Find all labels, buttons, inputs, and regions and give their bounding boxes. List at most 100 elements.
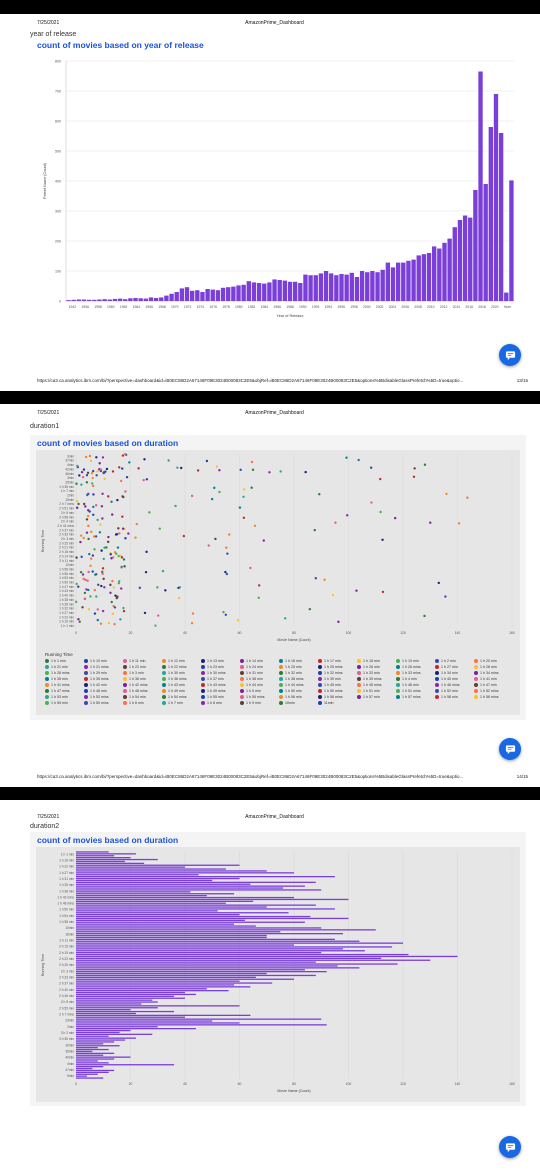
legend-item[interactable]: 1 h 42 mins	[123, 683, 160, 687]
legend-item[interactable]: 1 h 25 min	[279, 665, 316, 669]
legend-item[interactable]: 1 h 56 min	[279, 695, 316, 699]
legend-item[interactable]: 1 h 26 min	[357, 665, 394, 669]
legend-item[interactable]: 1 h 41 mins	[45, 683, 82, 687]
legend-item[interactable]: 1 h 39 mins	[357, 677, 394, 681]
legend-item[interactable]: 1 h 36 mins	[162, 677, 199, 681]
legend-item[interactable]: 1 h 38 mins	[279, 677, 316, 681]
legend-item[interactable]: 1 h 17 min	[318, 659, 355, 663]
legend-item[interactable]: 1 h 46 mins	[435, 683, 472, 687]
legend-item[interactable]: 1 h 28 min	[474, 665, 511, 669]
legend-item[interactable]: 1 h 49 min	[162, 689, 199, 693]
legend-item[interactable]: 1 h 41 min	[474, 677, 511, 681]
legend-item[interactable]: 1 h 52 min	[435, 689, 472, 693]
legend-item[interactable]: 1 h 58 mins	[474, 695, 511, 699]
legend-item[interactable]: 1 h 30 mins	[201, 671, 238, 675]
legend-item[interactable]: 1 h 54 min	[123, 695, 160, 699]
legend-item[interactable]: 1 h 27 min	[435, 665, 472, 669]
chat-button[interactable]	[499, 344, 521, 366]
legend-item[interactable]: 1 h 50 min	[279, 689, 316, 693]
legend-swatch	[45, 671, 49, 675]
legend-item[interactable]: 1 h 26 mins	[396, 665, 433, 669]
legend-item[interactable]: 10min	[279, 701, 316, 705]
legend-item[interactable]: 1 h 44 mins	[279, 683, 316, 687]
legend-item[interactable]: 1 h 48 mins	[123, 689, 160, 693]
chat-button[interactable]	[499, 1136, 521, 1158]
legend-item[interactable]: 1 h 38 min	[240, 677, 277, 681]
legend-item[interactable]: 1 h 45 min	[318, 683, 355, 687]
legend-item[interactable]: 1 h 1 min	[45, 659, 82, 663]
legend-item[interactable]: 1 h 30 min	[162, 671, 199, 675]
legend-item[interactable]: 1 h 55 min	[201, 695, 238, 699]
legend-item[interactable]: 1 h 21 min	[45, 665, 82, 669]
legend-item[interactable]: 1 h 13 min	[201, 659, 238, 663]
legend-item[interactable]: 1 h 50 mins	[318, 689, 355, 693]
legend-item[interactable]: 1 h 6 min	[123, 701, 160, 705]
legend-item[interactable]: 1 h 47 min	[474, 683, 511, 687]
legend-item[interactable]: 1 h 19 min	[396, 659, 433, 663]
legend-item[interactable]: 1 h 12 min	[162, 659, 199, 663]
legend-item[interactable]: 1 h 56 mins	[318, 695, 355, 699]
legend-item[interactable]: 1 h 43 mins	[201, 683, 238, 687]
legend-item[interactable]: 1 h 32 min	[279, 671, 316, 675]
legend-item[interactable]: 1 h 45 mins	[357, 683, 394, 687]
legend-item[interactable]: 1 h 3 min	[123, 671, 160, 675]
legend-item[interactable]: 1 h 28 mins	[45, 671, 82, 675]
legend-item[interactable]: 1 h 58 min	[435, 695, 472, 699]
bar	[391, 267, 395, 301]
legend-item[interactable]: 1 h 35 mins	[84, 677, 121, 681]
legend-item[interactable]: 1 h 8 min	[201, 701, 238, 705]
legend-item[interactable]: 1 h 24 min	[240, 665, 277, 669]
legend-item[interactable]: 1 h 4 min	[396, 677, 433, 681]
legend-item[interactable]: 1 h 18 min	[357, 659, 394, 663]
legend-item[interactable]: 1 h 22 min	[123, 665, 160, 669]
legend-item[interactable]: 1 h 9 min	[240, 701, 277, 705]
legend-item[interactable]: 1 h 22 mins	[162, 665, 199, 669]
legend-item[interactable]: 1 h 49 mins	[201, 689, 238, 693]
legend-item[interactable]: 1 h 23 min	[201, 665, 238, 669]
legend-item[interactable]: 1 h 31 min	[240, 671, 277, 675]
legend-item[interactable]: 1 h 33 min	[357, 671, 394, 675]
legend-item[interactable]: 1 h 7 min	[162, 701, 199, 705]
legend-item[interactable]: 1 h 44 min	[240, 683, 277, 687]
legend-item[interactable]: 1 h 39 min	[318, 677, 355, 681]
legend-item[interactable]: 1 h 59 mins	[84, 701, 121, 705]
legend-item[interactable]: 1 h 32 mins	[318, 671, 355, 675]
legend-item[interactable]: 1 h 51 min	[357, 689, 394, 693]
legend-item[interactable]: 1 h 53 min	[45, 695, 82, 699]
legend-item[interactable]: 1 h 34 min	[435, 671, 472, 675]
legend-item[interactable]: 1 h 20 min	[474, 659, 511, 663]
legend-item[interactable]: 1 h 55 mins	[240, 695, 277, 699]
legend-item[interactable]: 1 h 16 min	[279, 659, 316, 663]
legend-item[interactable]: 1 h 59 min	[45, 701, 82, 705]
legend-item[interactable]: 1 h 37 min	[201, 677, 238, 681]
legend-item[interactable]: 1 h 51 mins	[396, 689, 433, 693]
chat-button[interactable]	[499, 738, 521, 760]
legend-item[interactable]: 1 h 10 min	[84, 659, 121, 663]
legend-item[interactable]: 1 h 53 mins	[84, 695, 121, 699]
legend-item[interactable]: 1 h 5 min	[240, 689, 277, 693]
footer-url[interactable]: https://ca3.ca.analytics.ibm.com/bi/?per…	[37, 378, 463, 383]
legend-item[interactable]: 1 h 48 min	[84, 689, 121, 693]
legend-item[interactable]: 1 h 47 mins	[45, 689, 82, 693]
legend-item[interactable]: 1 h 11 min	[123, 659, 160, 663]
legend-item[interactable]: 1 h 25 mins	[318, 665, 355, 669]
legend-item[interactable]: 1 h 29 min	[84, 671, 121, 675]
legend-item[interactable]: 1 h 54 mins	[162, 695, 199, 699]
legend-item[interactable]: 1 h 42 min	[84, 683, 121, 687]
legend-item[interactable]: 1 h 46 min	[396, 683, 433, 687]
footer-url[interactable]: https://ca3.ca.analytics.ibm.com/bi/?per…	[37, 774, 463, 779]
legend-item[interactable]: 1 h 57 mins	[396, 695, 433, 699]
legend-item[interactable]: 1 h 2 min	[435, 659, 472, 663]
scatter-point	[79, 621, 81, 623]
legend-item[interactable]: 1 h 43 min	[162, 683, 199, 687]
legend-item[interactable]: 1 h 33 mins	[396, 671, 433, 675]
legend-item[interactable]: 1 h 34 mins	[474, 671, 511, 675]
legend-item[interactable]: 1 h 21 mins	[84, 665, 121, 669]
legend-item[interactable]: 1 h 14 min	[240, 659, 277, 663]
legend-item[interactable]: 1 h 36 min	[123, 677, 160, 681]
legend-item[interactable]: 11min	[318, 701, 355, 705]
legend-item[interactable]: 1 h 40 min	[435, 677, 472, 681]
legend-item[interactable]: 1 h 52 mins	[474, 689, 511, 693]
legend-item[interactable]: 1 h 57 min	[357, 695, 394, 699]
legend-item[interactable]: 1 h 35 min	[45, 677, 82, 681]
